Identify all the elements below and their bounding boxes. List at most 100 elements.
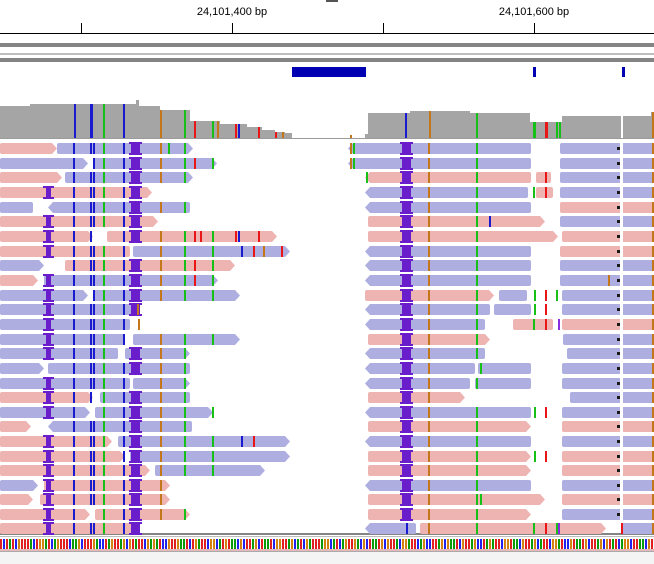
read-forward[interactable] [562, 465, 654, 476]
insertion-ibeam[interactable] [402, 391, 411, 404]
insertion-ibeam[interactable] [46, 450, 51, 463]
read-reverse[interactable] [100, 392, 190, 403]
read-forward[interactable] [0, 523, 137, 534]
insertion-ibeam[interactable] [402, 347, 411, 360]
insertion-ibeam[interactable] [46, 347, 51, 360]
read-forward[interactable] [0, 421, 31, 432]
insertion-ibeam[interactable] [46, 493, 51, 506]
read-reverse[interactable] [475, 378, 531, 389]
insertion-ibeam[interactable] [402, 406, 411, 419]
read-reverse[interactable] [0, 202, 33, 213]
insertion-ibeam[interactable] [402, 420, 411, 433]
read-forward[interactable] [562, 494, 654, 505]
insertion-ibeam[interactable] [131, 435, 140, 448]
insertion-ibeam[interactable] [131, 406, 140, 419]
read-forward[interactable] [44, 480, 170, 491]
read-reverse[interactable] [560, 187, 654, 198]
read-forward[interactable] [0, 246, 130, 257]
read-forward[interactable] [368, 231, 558, 242]
read-reverse[interactable] [562, 436, 654, 447]
read-forward[interactable] [560, 202, 654, 213]
feature-tick[interactable] [533, 67, 536, 77]
read-reverse[interactable] [562, 378, 654, 389]
read-reverse[interactable] [560, 172, 654, 183]
read-forward[interactable] [0, 451, 125, 462]
insertion-ibeam[interactable] [131, 450, 140, 463]
insertion-ibeam[interactable] [402, 493, 411, 506]
read-reverse[interactable] [65, 172, 193, 183]
read-reverse[interactable] [0, 378, 130, 389]
read-forward[interactable] [0, 187, 152, 198]
insertion-ibeam[interactable] [131, 464, 140, 477]
insertion-ibeam[interactable] [131, 362, 140, 375]
read-forward[interactable] [0, 465, 150, 476]
read-reverse[interactable] [0, 319, 130, 330]
read-reverse[interactable] [365, 260, 531, 271]
read-reverse[interactable] [0, 480, 38, 491]
read-reverse[interactable] [365, 523, 416, 534]
read-reverse[interactable] [562, 304, 654, 315]
read-forward[interactable] [40, 494, 170, 505]
insertion-ibeam[interactable] [131, 186, 140, 199]
read-reverse[interactable] [48, 202, 190, 213]
insertion-ibeam[interactable] [131, 142, 140, 155]
insertion-ibeam[interactable] [402, 215, 411, 228]
feature-tick[interactable] [622, 67, 625, 77]
read-forward[interactable] [560, 246, 654, 257]
read-forward[interactable] [365, 172, 531, 183]
insertion-ibeam[interactable] [402, 333, 411, 346]
read-reverse[interactable] [365, 436, 531, 447]
read-forward[interactable] [562, 231, 654, 242]
read-reverse[interactable] [0, 407, 90, 418]
read-reverse[interactable] [365, 304, 490, 315]
read-reverse[interactable] [560, 143, 654, 154]
read-forward[interactable] [0, 216, 158, 227]
insertion-ibeam[interactable] [402, 274, 411, 287]
read-reverse[interactable] [567, 348, 654, 359]
read-reverse[interactable] [348, 143, 531, 154]
insertion-ibeam[interactable] [131, 493, 140, 506]
read-forward[interactable] [420, 523, 606, 534]
read-forward[interactable] [562, 421, 654, 432]
read-reverse[interactable] [95, 407, 213, 418]
read-forward[interactable] [368, 451, 531, 462]
read-reverse[interactable] [365, 348, 485, 359]
insertion-ibeam[interactable] [402, 435, 411, 448]
insertion-ibeam[interactable] [46, 186, 51, 199]
read-reverse[interactable] [570, 392, 654, 403]
read-reverse[interactable] [562, 480, 654, 491]
read-reverse[interactable] [125, 348, 190, 359]
insertion-ibeam[interactable] [46, 391, 51, 404]
insertion-ibeam[interactable] [46, 245, 51, 258]
feature-box[interactable] [292, 67, 366, 77]
insertion-ibeam[interactable] [402, 157, 411, 170]
insertion-ibeam[interactable] [131, 289, 140, 302]
read-forward[interactable] [368, 216, 545, 227]
read-reverse[interactable] [57, 143, 193, 154]
insertion-ibeam[interactable] [402, 289, 411, 302]
read-forward[interactable] [95, 509, 190, 520]
insertion-ibeam[interactable] [402, 450, 411, 463]
insertion-ibeam[interactable] [46, 318, 51, 331]
insertion-ibeam[interactable] [46, 230, 51, 243]
insertion-ibeam[interactable] [46, 333, 51, 346]
read-reverse[interactable] [0, 363, 44, 374]
insertion-ibeam[interactable] [131, 215, 140, 228]
insertion-ibeam[interactable] [131, 230, 140, 243]
insertion-ibeam[interactable] [131, 171, 140, 184]
read-forward[interactable] [368, 421, 531, 432]
insertion-ibeam[interactable] [46, 435, 51, 448]
insertion-ibeam[interactable] [46, 522, 51, 535]
read-reverse[interactable] [562, 290, 654, 301]
read-reverse[interactable] [494, 304, 531, 315]
insertion-ibeam[interactable] [46, 215, 51, 228]
read-reverse[interactable] [562, 407, 654, 418]
read-reverse[interactable] [130, 451, 290, 462]
insertion-ibeam[interactable] [131, 420, 140, 433]
read-forward[interactable] [65, 260, 235, 271]
read-forward[interactable] [0, 436, 112, 447]
read-reverse[interactable] [0, 158, 88, 169]
read-reverse[interactable] [562, 363, 654, 374]
read-forward[interactable] [0, 509, 90, 520]
insertion-ibeam[interactable] [402, 377, 411, 390]
